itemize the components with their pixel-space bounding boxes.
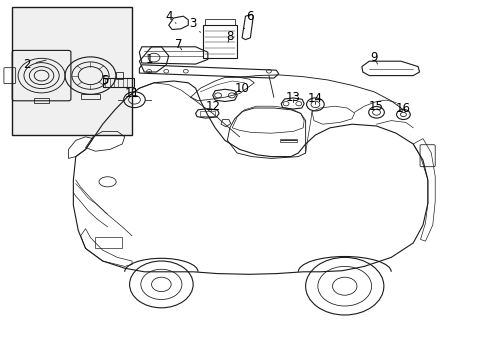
Text: 16: 16 [395, 102, 410, 114]
Text: 2: 2 [23, 58, 46, 71]
Bar [81, 94, 100, 99]
Text: 5: 5 [101, 75, 115, 87]
Bar [95, 237, 122, 248]
Text: 12: 12 [205, 100, 220, 113]
Text: 13: 13 [285, 91, 300, 104]
Bar [116, 72, 123, 79]
Text: 11: 11 [124, 87, 139, 100]
Text: 8: 8 [225, 30, 233, 42]
Text: 3: 3 [189, 17, 200, 32]
Bar [205, 19, 234, 25]
Text: 6: 6 [244, 10, 253, 29]
Bar [203, 25, 237, 58]
Bar [102, 78, 134, 87]
Text: 7: 7 [174, 39, 182, 51]
Bar [12, 7, 132, 135]
Bar [34, 98, 49, 103]
Text: 14: 14 [307, 93, 322, 105]
Bar [199, 111, 215, 116]
Text: 15: 15 [368, 100, 383, 113]
Text: 9: 9 [369, 51, 377, 64]
Text: 1: 1 [145, 53, 153, 74]
Text: 4: 4 [164, 10, 176, 23]
Text: 10: 10 [234, 82, 249, 95]
Bar [279, 139, 297, 142]
